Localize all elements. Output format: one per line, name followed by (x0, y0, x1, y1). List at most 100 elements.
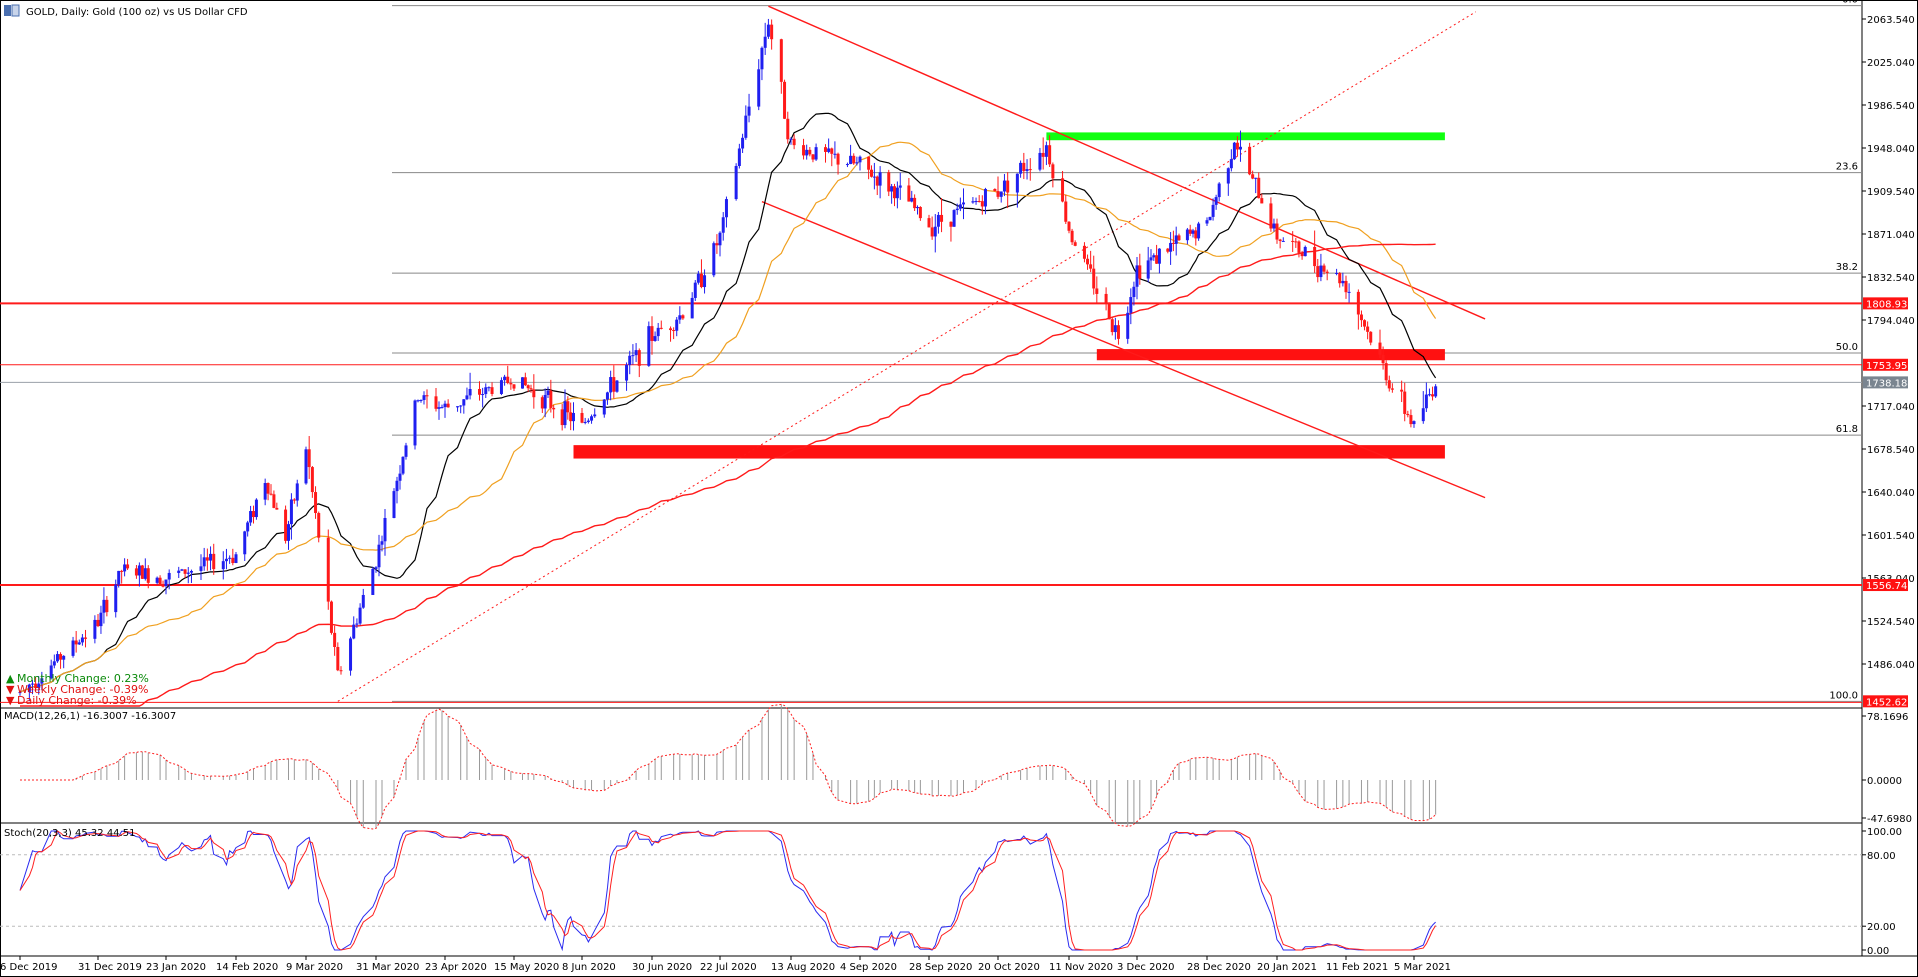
candle-body (1166, 248, 1170, 252)
candle-body (1356, 291, 1360, 315)
candle-body (789, 138, 793, 140)
candle-body (1313, 246, 1317, 267)
candle-body (1022, 162, 1026, 171)
candle-body (1403, 391, 1407, 414)
candle-body (1188, 229, 1192, 234)
price-tag-label: 1452.629 (1866, 697, 1914, 708)
candle-body (1086, 258, 1090, 265)
candle-body (96, 619, 100, 627)
candle-body (1412, 421, 1416, 425)
candle-body (383, 517, 387, 542)
time-tick-label: 4 Sep 2020 (840, 962, 897, 973)
window-icon-left (4, 5, 11, 16)
candle-body (898, 185, 902, 188)
candle-body (1431, 394, 1435, 397)
candle-body (37, 683, 41, 689)
window-icon-right (11, 4, 20, 17)
candle-body (681, 315, 685, 319)
candle-body (1248, 146, 1252, 175)
fib-label: 23.6 (1836, 162, 1858, 173)
candle-body (878, 172, 882, 186)
stoch-tick-label: 100.00 (1867, 827, 1902, 838)
candle-body (1421, 408, 1425, 422)
candle-body (377, 544, 381, 568)
candle-body (487, 387, 491, 389)
candle-body (737, 148, 741, 166)
candle-body (93, 619, 97, 639)
candle-body (49, 665, 53, 679)
candle-body (1015, 173, 1019, 193)
candle-body (678, 315, 682, 320)
candle-body (74, 640, 78, 645)
candle-body (1185, 229, 1189, 241)
candle-body (1132, 286, 1136, 298)
candle-body (933, 226, 937, 237)
ma-mid-line (19, 141, 1437, 693)
candle-body (186, 572, 190, 574)
candle-body (40, 678, 44, 684)
time-tick-label: 11 Feb 2021 (1326, 962, 1388, 973)
macd-tick-label: 0.0000 (1867, 776, 1902, 787)
candle-body (1378, 342, 1382, 355)
price-tag-label: 1556.740 (1866, 581, 1914, 592)
candle-body (392, 491, 396, 518)
candle-body (1107, 303, 1111, 320)
candle-body (263, 483, 267, 500)
price-tick-label: 1717.040 (1867, 402, 1915, 413)
candle-body (1278, 239, 1282, 241)
candle-body (867, 156, 871, 170)
candle-body (401, 456, 405, 474)
candle-body (930, 227, 934, 237)
time-tick-label: 20 Oct 2020 (978, 962, 1040, 973)
macd-tick-label: -47.6980 (1867, 814, 1912, 825)
candle-body (295, 483, 299, 501)
candle-body (349, 638, 353, 671)
candle-body (212, 553, 216, 570)
candle-body (703, 275, 707, 288)
candle-body (634, 350, 638, 356)
channel-lower-line (761, 201, 1486, 499)
candle-body (1232, 142, 1236, 160)
candle-body (971, 201, 975, 203)
price-tick-label: 1486.040 (1867, 660, 1915, 671)
candle-body (1174, 235, 1178, 244)
candle-body (845, 164, 849, 166)
price-tag (1863, 358, 1908, 371)
time-tick-label: 23 Jan 2020 (146, 962, 206, 973)
candle-body (395, 480, 399, 492)
fib-label: 0.0 (1842, 0, 1858, 6)
candle-body (59, 654, 63, 660)
candle-body (310, 467, 314, 493)
candle-body (202, 557, 206, 567)
candle-body (612, 377, 616, 392)
candle-body (1169, 242, 1173, 252)
candle-body (1135, 265, 1139, 287)
candle-body (718, 232, 722, 246)
candle-body (434, 396, 438, 409)
candle-body (783, 81, 787, 119)
candle-body (1272, 223, 1276, 229)
candle-body (962, 202, 965, 205)
price-tag (1863, 579, 1908, 592)
dotted-trend-line (337, 11, 1477, 702)
candle-body (317, 513, 321, 538)
candle-body (940, 214, 944, 222)
candle-body (1002, 180, 1006, 192)
candle-body (490, 387, 494, 394)
candle-body (416, 400, 420, 402)
candle-body (1073, 242, 1077, 246)
candle-body (209, 553, 213, 561)
time-tick-label: 28 Dec 2020 (1187, 962, 1251, 973)
time-tick-label: 5 Mar 2021 (1394, 962, 1451, 973)
candle-body (875, 176, 879, 186)
candle-body (180, 569, 184, 571)
candle-body (1070, 230, 1074, 243)
candle-body (833, 153, 837, 155)
candle-body (852, 155, 856, 164)
candle-body (1149, 257, 1153, 261)
candle-body (993, 188, 997, 192)
candle-body (712, 243, 716, 276)
time-axis: 6 Dec 2019 31 Dec 2019 23 Jan 2020 14 Feb 2… (0, 956, 1451, 973)
candle-body (1110, 319, 1114, 333)
